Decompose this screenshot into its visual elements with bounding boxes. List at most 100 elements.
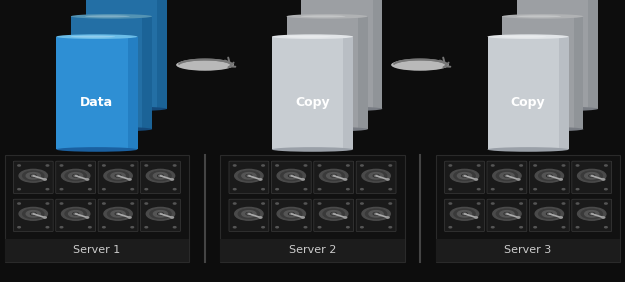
Circle shape xyxy=(131,189,134,190)
Circle shape xyxy=(102,189,105,190)
Circle shape xyxy=(539,171,560,180)
Circle shape xyxy=(500,211,514,217)
Circle shape xyxy=(171,217,174,218)
Bar xyxy=(5,239,189,262)
Circle shape xyxy=(449,227,452,228)
Bar xyxy=(588,0,598,109)
Circle shape xyxy=(276,189,278,190)
Circle shape xyxy=(562,189,565,190)
Circle shape xyxy=(366,171,387,180)
Circle shape xyxy=(104,208,132,220)
FancyBboxPatch shape xyxy=(529,199,569,232)
Circle shape xyxy=(373,213,379,215)
FancyBboxPatch shape xyxy=(572,199,612,232)
Circle shape xyxy=(89,203,91,204)
Circle shape xyxy=(262,165,264,166)
Circle shape xyxy=(520,203,522,204)
Bar xyxy=(221,239,405,262)
Circle shape xyxy=(562,227,565,228)
Circle shape xyxy=(289,175,293,177)
Circle shape xyxy=(548,175,551,177)
Ellipse shape xyxy=(71,36,115,38)
Circle shape xyxy=(576,189,579,190)
Bar xyxy=(5,155,189,262)
Circle shape xyxy=(44,179,46,180)
Bar xyxy=(574,16,583,129)
Circle shape xyxy=(589,213,594,215)
Circle shape xyxy=(304,189,307,190)
Circle shape xyxy=(491,227,494,228)
Circle shape xyxy=(559,217,562,218)
Circle shape xyxy=(74,213,78,215)
Circle shape xyxy=(60,189,62,190)
FancyBboxPatch shape xyxy=(141,161,181,193)
Circle shape xyxy=(542,211,556,217)
Circle shape xyxy=(89,165,91,166)
Bar xyxy=(86,0,167,109)
Circle shape xyxy=(111,211,125,217)
Bar xyxy=(56,37,138,149)
Circle shape xyxy=(60,227,62,228)
Circle shape xyxy=(462,175,468,177)
Circle shape xyxy=(590,175,593,177)
Circle shape xyxy=(61,208,90,220)
Ellipse shape xyxy=(502,14,583,19)
FancyBboxPatch shape xyxy=(98,199,138,232)
Circle shape xyxy=(581,171,602,180)
FancyBboxPatch shape xyxy=(56,161,96,193)
FancyBboxPatch shape xyxy=(356,199,396,232)
Circle shape xyxy=(89,189,91,190)
Circle shape xyxy=(262,189,264,190)
Bar xyxy=(71,16,152,129)
Bar xyxy=(343,37,353,149)
Circle shape xyxy=(242,173,256,179)
Circle shape xyxy=(158,213,163,215)
Circle shape xyxy=(449,203,452,204)
Circle shape xyxy=(559,179,562,180)
Circle shape xyxy=(578,169,606,182)
Circle shape xyxy=(604,203,608,204)
Circle shape xyxy=(458,173,472,179)
Circle shape xyxy=(534,203,536,204)
Ellipse shape xyxy=(71,14,152,19)
Circle shape xyxy=(173,203,176,204)
Circle shape xyxy=(318,165,321,166)
Circle shape xyxy=(150,209,171,219)
Circle shape xyxy=(26,173,41,179)
Circle shape xyxy=(520,189,522,190)
Circle shape xyxy=(504,213,510,215)
Circle shape xyxy=(492,208,521,220)
Circle shape xyxy=(604,189,608,190)
Circle shape xyxy=(331,175,336,177)
Circle shape xyxy=(344,217,347,218)
Circle shape xyxy=(539,209,560,219)
Circle shape xyxy=(233,165,236,166)
Circle shape xyxy=(451,169,479,182)
Ellipse shape xyxy=(85,15,130,17)
Circle shape xyxy=(159,213,162,215)
Ellipse shape xyxy=(488,147,569,152)
Circle shape xyxy=(578,208,606,220)
Circle shape xyxy=(374,213,378,215)
FancyBboxPatch shape xyxy=(271,161,311,193)
Ellipse shape xyxy=(286,14,368,19)
Circle shape xyxy=(602,179,605,180)
Circle shape xyxy=(454,171,475,180)
Circle shape xyxy=(60,165,62,166)
Circle shape xyxy=(248,175,251,177)
Circle shape xyxy=(584,173,599,179)
Circle shape xyxy=(19,169,48,182)
Circle shape xyxy=(89,227,91,228)
Circle shape xyxy=(366,209,387,219)
Text: Copy: Copy xyxy=(511,96,546,109)
Circle shape xyxy=(576,203,579,204)
Bar xyxy=(436,155,620,262)
Circle shape xyxy=(449,165,452,166)
Circle shape xyxy=(301,217,304,218)
Circle shape xyxy=(289,175,294,177)
Circle shape xyxy=(276,203,278,204)
Circle shape xyxy=(301,179,304,180)
Ellipse shape xyxy=(502,36,546,38)
Circle shape xyxy=(46,165,49,166)
Circle shape xyxy=(602,217,605,218)
